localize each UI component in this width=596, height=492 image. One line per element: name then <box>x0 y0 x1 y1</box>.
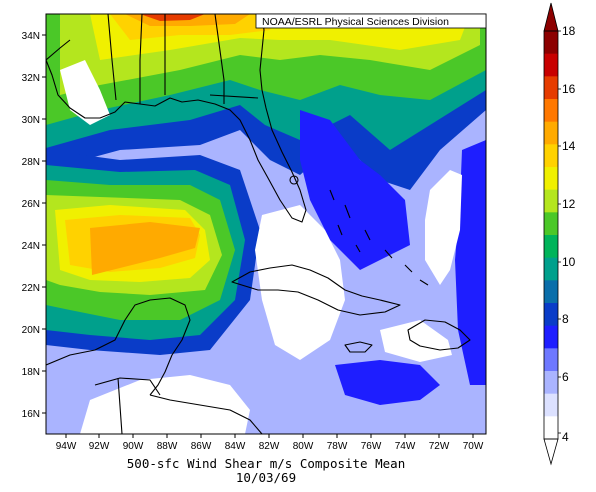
lat-label: 22N <box>22 283 40 294</box>
colorbar-segment <box>544 325 558 349</box>
colorbar-segment <box>544 393 558 417</box>
lon-label: 84W <box>225 441 246 452</box>
colorbar-segment <box>544 303 558 327</box>
credit-text: NOAA/ESRL Physical Sciences Division <box>262 16 449 28</box>
longitude-axis <box>65 434 474 438</box>
coastlines-and-borders <box>46 14 471 434</box>
shear-contour-west-orange <box>90 222 200 275</box>
central-america-borders <box>94 377 263 434</box>
longitude-labels: 94W 92W 90W 88W 86W 84W 82W 80W 78W 76W … <box>56 441 484 452</box>
credit-box <box>255 13 487 29</box>
lon-label: 72W <box>429 441 450 452</box>
lon-label: 86W <box>191 441 212 452</box>
shear-contour-north-red <box>140 14 205 21</box>
colorbar-label: 10 <box>562 255 576 269</box>
shear-contour-south-blue <box>335 360 440 405</box>
shear-contour-east-blue-right <box>455 140 486 385</box>
lat-label: 34N <box>22 31 40 42</box>
colorbar-label: 16 <box>562 82 576 96</box>
colorbar-segment <box>544 167 558 191</box>
lat-label: 26N <box>22 199 40 210</box>
bahamas-islands <box>329 189 429 286</box>
colorbar-segment <box>544 31 558 55</box>
colorbar-max-arrow <box>543 2 559 32</box>
lat-label: 20N <box>22 325 40 336</box>
shear-contour-low-nw <box>60 60 110 125</box>
colorbar-segment <box>544 144 558 168</box>
jamaica-coastline <box>344 341 373 353</box>
lat-label: 16N <box>22 409 40 420</box>
lat-label: 30N <box>22 115 40 126</box>
colorbar-label: 6 <box>562 370 569 384</box>
colorbar-segment <box>544 121 558 145</box>
colorbar-segment <box>544 280 558 304</box>
shear-contour-low-east <box>425 170 462 285</box>
lon-label: 94W <box>56 441 77 452</box>
us-gulf-coastline <box>46 14 307 223</box>
colorbar-segment <box>544 235 558 259</box>
colorbar-segment <box>544 76 558 100</box>
lon-label: 90W <box>123 441 144 452</box>
lat-label: 28N <box>22 157 40 168</box>
lon-label: 74W <box>395 441 416 452</box>
yucatan-coastline <box>46 297 191 396</box>
colorbar-segment <box>544 212 558 236</box>
colorbar <box>543 2 561 466</box>
colorbar-segment <box>544 189 558 213</box>
lat-label: 18N <box>22 367 40 378</box>
colorbar-label: 4 <box>562 430 569 444</box>
colorbar-min-arrow <box>543 438 559 466</box>
colorbar-label: 18 <box>562 24 576 38</box>
colorbar-segment <box>544 371 558 395</box>
lake-okeechobee <box>289 175 299 185</box>
latitude-axis <box>42 34 46 414</box>
lon-label: 70W <box>463 441 484 452</box>
lon-label: 82W <box>259 441 280 452</box>
shear-contour-east-blue <box>300 110 410 270</box>
lon-label: 88W <box>157 441 178 452</box>
caption-date: 10/03/69 <box>236 470 296 485</box>
colorbar-segment <box>544 99 558 123</box>
map-plot-area <box>46 14 486 434</box>
lon-label: 78W <box>327 441 348 452</box>
colorbar-segment <box>544 257 558 281</box>
colorbar-segment <box>544 416 558 440</box>
colorbar-frame <box>543 30 559 440</box>
shear-contour-low-se <box>380 320 452 362</box>
lon-label: 76W <box>361 441 382 452</box>
colorbar-label: 12 <box>562 197 576 211</box>
colorbar-segment <box>544 53 558 77</box>
colorbar-label: 14 <box>562 139 576 153</box>
lon-label: 80W <box>293 441 314 452</box>
state-borders <box>46 14 259 104</box>
latitude-labels: 34N 32N 30N 28N 26N 24N 22N 20N 18N 16N <box>22 31 40 420</box>
caption-title: 500-sfc Wind Shear m/s Composite Mean <box>127 456 405 471</box>
hispaniola-coastline <box>407 319 471 351</box>
lat-label: 24N <box>22 241 40 252</box>
shear-contour-low-cuba <box>255 205 345 360</box>
shear-contour-low-sw <box>80 375 250 434</box>
cuba-coastline <box>231 264 401 316</box>
colorbar-label: 8 <box>562 312 569 326</box>
colorbar-labels: 18 16 14 12 10 8 6 4 <box>562 24 576 444</box>
colorbar-segment <box>544 348 558 372</box>
lon-label: 92W <box>89 441 110 452</box>
lat-label: 32N <box>22 73 40 84</box>
